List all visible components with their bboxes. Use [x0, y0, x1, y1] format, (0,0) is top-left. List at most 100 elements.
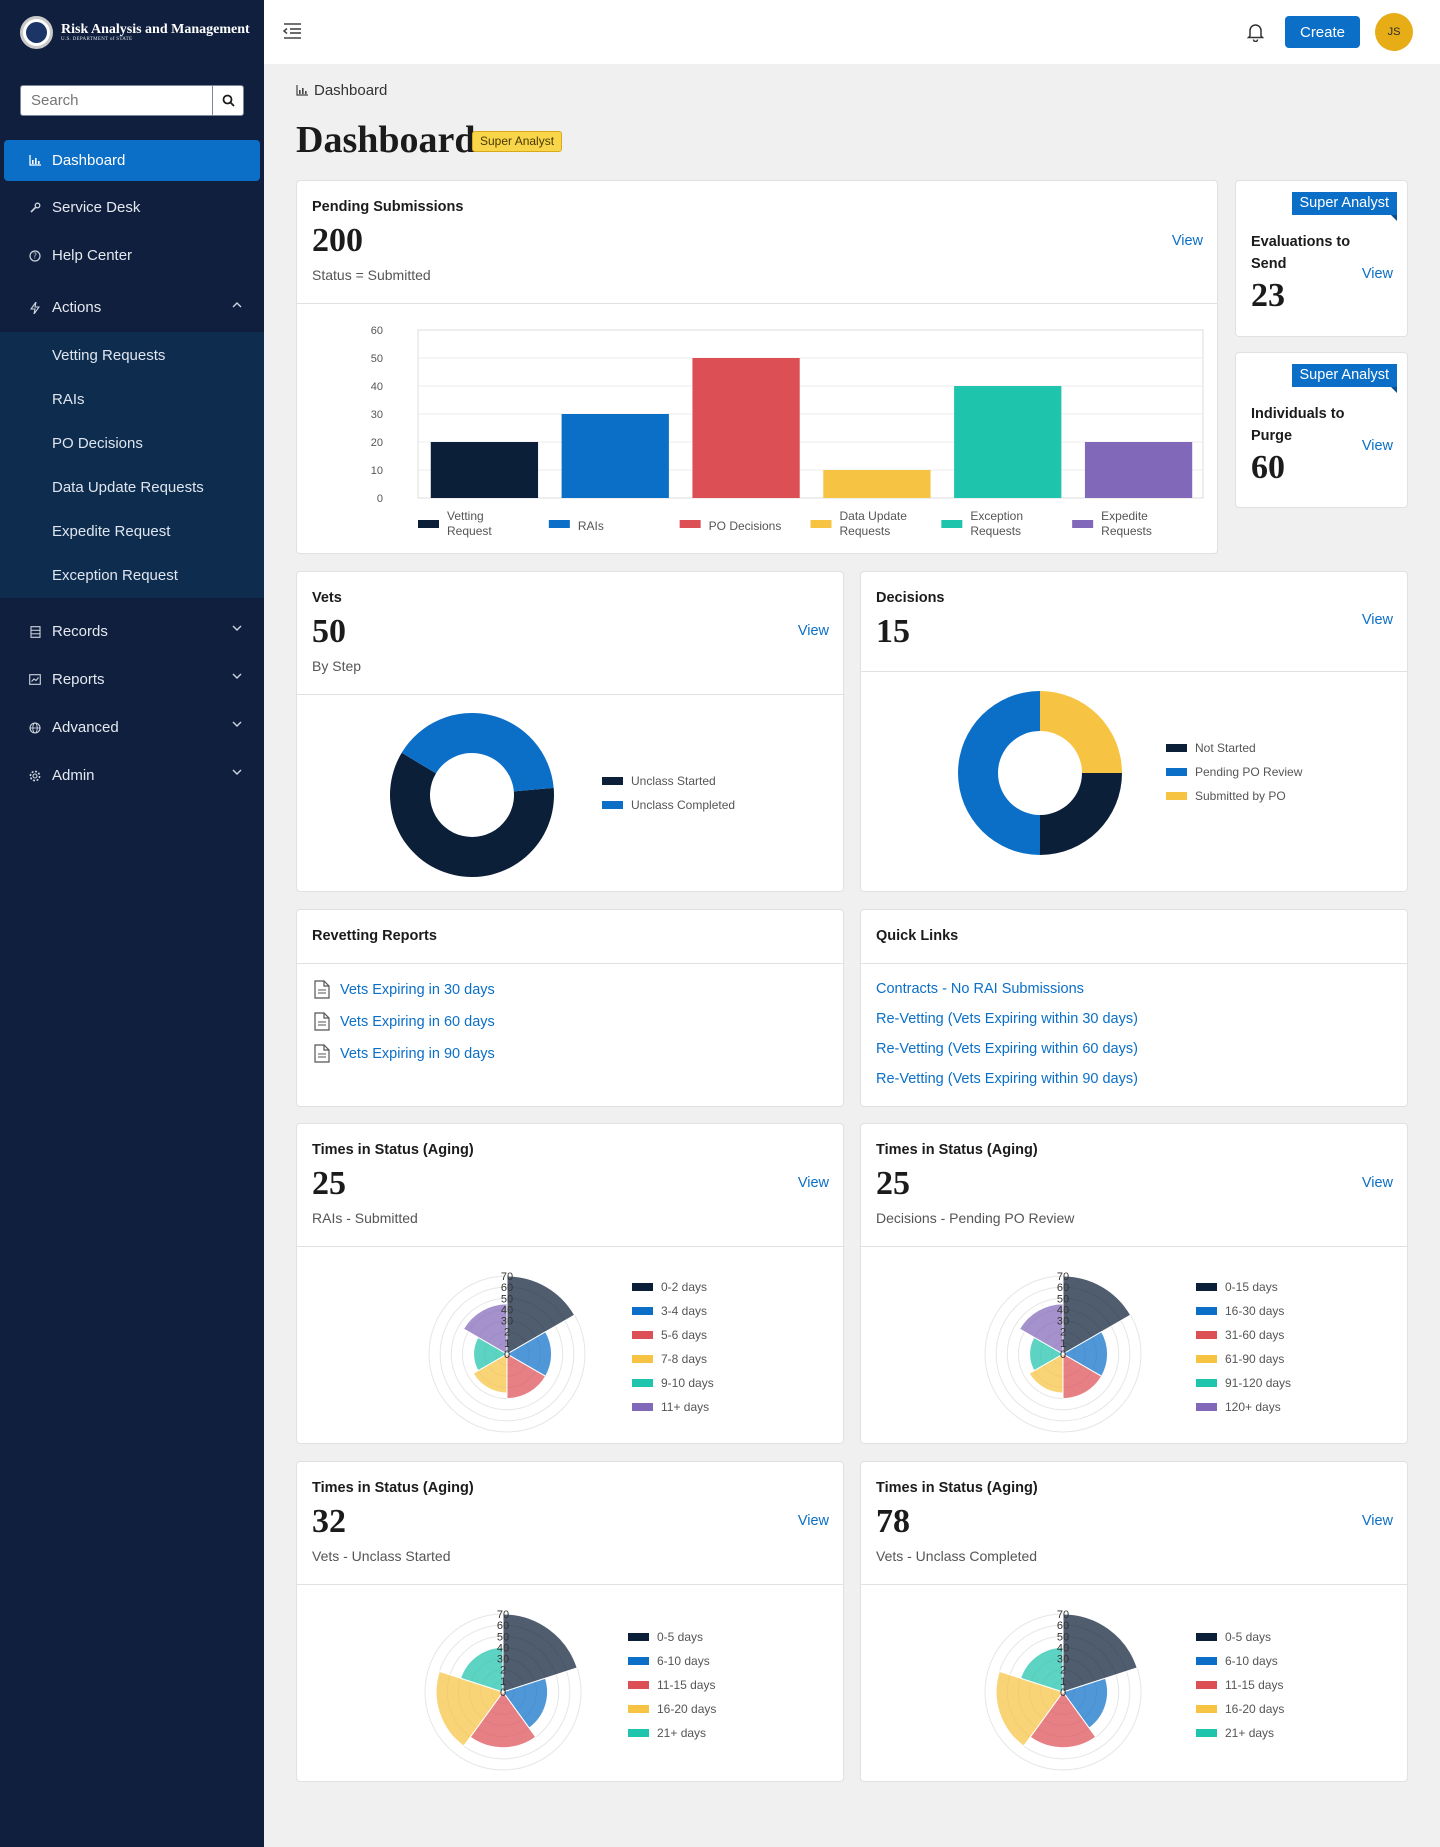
brand-subtitle: U.S. DEPARTMENT of STATE: [61, 36, 133, 42]
sidebar-item-records[interactable]: Records: [4, 611, 260, 652]
revetting-link-30[interactable]: Vets Expiring in 30 days: [314, 980, 495, 999]
legend-swatch: [632, 1331, 653, 1339]
submenu-item-rais[interactable]: RAIs: [52, 391, 85, 408]
collapse-menu-icon[interactable]: [282, 22, 302, 40]
sidebar-item-dashboard[interactable]: Dashboard: [4, 140, 260, 181]
radial-tick-label: 0: [1060, 1349, 1066, 1361]
card-label: Times in Status (Aging): [876, 1142, 1038, 1158]
legend-label: 5-6 days: [661, 1328, 708, 1342]
card-label: Decisions: [876, 590, 945, 606]
legend-swatch: [628, 1705, 649, 1713]
submenu-item-po-decisions[interactable]: PO Decisions: [52, 435, 143, 452]
legend-label: 6-10 days: [1225, 1654, 1278, 1668]
polar-segment: [1019, 1646, 1064, 1693]
view-link[interactable]: View: [797, 1175, 829, 1191]
vets-donut-chart: [390, 713, 554, 877]
search-icon: [222, 94, 235, 107]
sidebar-item-help-center[interactable]: ? Help Center: [4, 235, 260, 276]
polar-segment: [1062, 1275, 1132, 1355]
legend-label: 0-5 days: [657, 1630, 704, 1644]
legend-label: 21+ days: [657, 1726, 707, 1740]
card-value: 60: [1251, 449, 1285, 486]
view-link[interactable]: View: [1361, 1175, 1393, 1191]
chevron-down-icon: [232, 721, 242, 727]
card-header: Revetting Reports: [297, 910, 843, 964]
view-link[interactable]: View: [1171, 233, 1203, 249]
polar-segment: [506, 1353, 547, 1400]
view-link[interactable]: View: [797, 623, 829, 639]
card-value: 200: [312, 222, 363, 259]
revetting-link-60[interactable]: Vets Expiring in 60 days: [314, 1012, 495, 1031]
card-label: Evaluations to Send: [1251, 234, 1351, 272]
quick-link-revetting-30[interactable]: Re-Vetting (Vets Expiring within 30 days…: [876, 1011, 1138, 1027]
evaluations-card: Super Analyst Evaluations to Send 23 Vie…: [1235, 180, 1408, 337]
legend-swatch: [1196, 1657, 1217, 1665]
search-button[interactable]: [212, 85, 244, 116]
card-header: Times in Status (Aging) 25 RAIs - Submit…: [297, 1124, 843, 1247]
legend-label: 6-10 days: [657, 1654, 710, 1668]
view-link[interactable]: View: [1361, 438, 1393, 454]
svg-text:?: ?: [33, 251, 37, 260]
card-subtitle: Vets - Unclass Started: [312, 1548, 451, 1564]
card-header: Times in Status (Aging) 78 Vets - Unclas…: [861, 1462, 1407, 1585]
radial-tick-label: 30: [497, 1654, 509, 1666]
chevron-down-icon: [232, 625, 242, 631]
submenu-item-expedite-request[interactable]: Expedite Request: [52, 523, 171, 540]
legend-swatch: [632, 1307, 653, 1315]
donut-slice: [1040, 773, 1122, 855]
avatar[interactable]: JS: [1375, 13, 1413, 51]
legend-item: 31-60 days: [1196, 1328, 1284, 1342]
quick-link-revetting-60[interactable]: Re-Vetting (Vets Expiring within 60 days…: [876, 1041, 1138, 1057]
submenu-item-data-update-requests[interactable]: Data Update Requests: [52, 479, 204, 496]
super-analyst-flag: Super Analyst: [1291, 192, 1398, 221]
view-link[interactable]: View: [1361, 612, 1393, 628]
search-input[interactable]: [20, 85, 212, 116]
sidebar-item-admin[interactable]: Admin: [4, 755, 260, 796]
legend-label: 61-90 days: [1225, 1352, 1285, 1366]
legend-item: 0-5 days: [628, 1630, 703, 1644]
y-tick-label: 0: [377, 493, 383, 505]
page-title: Dashboard: [296, 119, 476, 161]
sidebar-item-actions[interactable]: Actions: [4, 287, 260, 328]
bar: [823, 470, 931, 498]
sidebar-item-label: Reports: [52, 671, 105, 688]
bar: [954, 386, 1062, 498]
revetting-link-90[interactable]: Vets Expiring in 90 days: [314, 1044, 495, 1063]
legend-item: 11-15 days: [628, 1678, 715, 1692]
radial-tick-label: 70: [1057, 1609, 1069, 1621]
submenu-item-vetting-requests[interactable]: Vetting Requests: [52, 347, 166, 364]
sidebar-item-service-desk[interactable]: Service Desk: [4, 187, 260, 228]
y-tick-label: 60: [371, 325, 383, 337]
legend-label: Submitted by PO: [1195, 789, 1286, 803]
quick-links-card: Quick Links Contracts - No RAI Submissio…: [860, 909, 1408, 1107]
card-subtitle: Status = Submitted: [312, 267, 431, 283]
sidebar-item-advanced[interactable]: Advanced: [4, 707, 260, 748]
card-value: 25: [312, 1165, 346, 1202]
legend-label: 11-15 days: [657, 1678, 716, 1692]
sidebar-item-reports[interactable]: Reports: [4, 659, 260, 700]
view-link[interactable]: View: [1361, 266, 1393, 282]
wrench-icon: [28, 201, 42, 215]
brand[interactable]: Risk Analysis and Management U.S. DEPART…: [0, 0, 264, 64]
radial-tick-label: 30: [1057, 1316, 1069, 1328]
view-link[interactable]: View: [797, 1513, 829, 1529]
legend-swatch: [1196, 1331, 1217, 1339]
card-label: Vets: [312, 590, 342, 606]
quick-link-revetting-90[interactable]: Re-Vetting (Vets Expiring within 90 days…: [876, 1071, 1138, 1087]
polar-segment: [502, 1613, 578, 1693]
bell-icon[interactable]: [1247, 22, 1264, 42]
view-link[interactable]: View: [1361, 1513, 1393, 1529]
legend-swatch: [810, 520, 832, 528]
card-label: Quick Links: [876, 928, 959, 944]
help-circle-icon: ?: [28, 249, 42, 263]
quick-link-contracts-no-rai[interactable]: Contracts - No RAI Submissions: [876, 981, 1084, 997]
bar: [692, 358, 800, 498]
link-label: Vets Expiring in 30 days: [340, 981, 495, 998]
create-button[interactable]: Create: [1285, 16, 1360, 48]
submenu-item-exception-request[interactable]: Exception Request: [52, 567, 178, 584]
chevron-up-icon: [232, 302, 242, 308]
legend-item: 0-15 days: [1196, 1280, 1278, 1294]
breadcrumb[interactable]: Dashboard: [296, 82, 387, 99]
decisions-card: Decisions 15 View Not Started Pending PO …: [860, 571, 1408, 892]
legend-label: 31-60 days: [1225, 1328, 1285, 1342]
